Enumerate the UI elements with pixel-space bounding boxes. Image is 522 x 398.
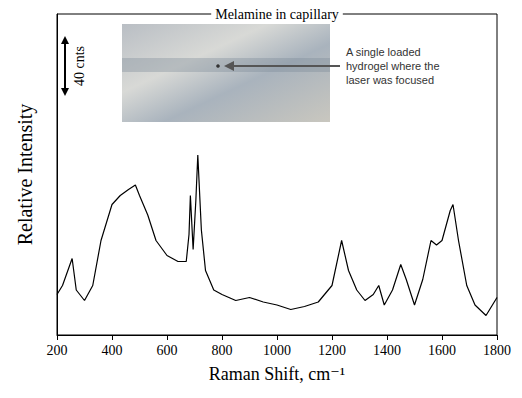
svg-text:600: 600 bbox=[157, 343, 178, 358]
svg-text:200: 200 bbox=[47, 343, 68, 358]
svg-text:40 cnts: 40 cnts bbox=[72, 46, 87, 86]
svg-text:Relative Intensity: Relative Intensity bbox=[14, 104, 37, 246]
svg-text:1200: 1200 bbox=[318, 343, 346, 358]
svg-text:1600: 1600 bbox=[428, 343, 456, 358]
svg-text:1800: 1800 bbox=[483, 343, 511, 358]
svg-text:1400: 1400 bbox=[373, 343, 401, 358]
svg-text:Melamine in capillary: Melamine in capillary bbox=[215, 7, 339, 22]
svg-text:hydrogel where the: hydrogel where the bbox=[346, 60, 440, 72]
svg-text:400: 400 bbox=[102, 343, 123, 358]
svg-text:800: 800 bbox=[212, 343, 233, 358]
svg-text:laser was focused: laser was focused bbox=[346, 74, 434, 86]
svg-text:Raman Shift, cm⁻¹: Raman Shift, cm⁻¹ bbox=[209, 364, 345, 384]
svg-text:A single loaded: A single loaded bbox=[346, 46, 421, 58]
svg-text:1000: 1000 bbox=[263, 343, 291, 358]
